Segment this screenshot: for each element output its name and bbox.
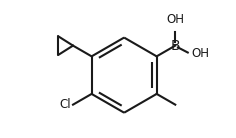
Text: OH: OH	[192, 47, 210, 60]
Text: Cl: Cl	[60, 98, 72, 111]
Text: OH: OH	[166, 13, 184, 26]
Text: B: B	[170, 39, 180, 53]
